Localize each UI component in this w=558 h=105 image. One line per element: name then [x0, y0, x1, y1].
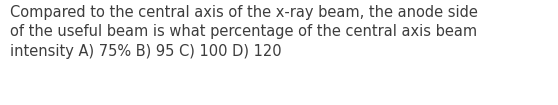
Text: Compared to the central axis of the x-ray beam, the anode side
of the useful bea: Compared to the central axis of the x-ra… [10, 5, 478, 59]
